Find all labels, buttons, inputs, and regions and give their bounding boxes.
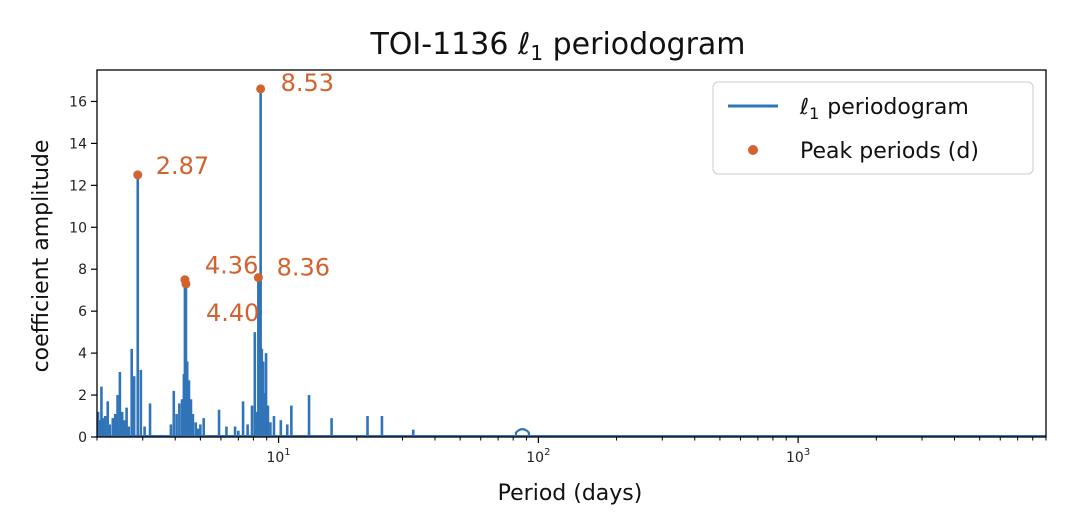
y-tick-label: 6 [78,304,87,320]
legend-box [712,81,1034,175]
peak-label: 8.53 [281,69,334,97]
legend-line-sub: 1 [809,104,819,123]
x-tick-label: 101 [266,447,290,466]
title-prefix: TOI-1136 [369,27,518,62]
peak-marker [181,279,191,289]
peak-marker [253,273,263,283]
peak-layer: 2.87 4.36 4.40 8.53 8.36 [133,67,335,327]
peak-label: 8.36 [277,254,330,282]
peak-label: 4.36 [205,252,258,280]
legend-line-symbol: ℓ [799,95,809,120]
legend: ℓ1 periodogram Peak periods (d) [712,81,1034,175]
peak-marker [256,84,266,94]
peak-label: 2.87 [156,152,209,180]
y-tick-label: 10 [69,220,87,236]
y-axis-label: coefficient amplitude [29,140,54,373]
series-layer [96,88,1046,437]
x-axis-label: Period (days) [498,481,643,506]
peak-label-background [272,252,331,279]
legend-peak-marker [748,145,758,155]
legend-peak-label: Peak periods (d) [800,139,979,164]
peak-label-background [276,67,335,94]
y-tick-label: 0 [78,430,87,446]
y-tick-label: 8 [78,262,87,278]
title-suffix: periodogram [543,27,745,62]
y-tick-label: 14 [69,136,87,152]
x-tick-label: 102 [526,447,550,466]
legend-line-text: periodogram [827,95,968,120]
chart-title: TOI-1136 ℓ1 periodogram [369,27,745,65]
x-tick-label: 103 [786,447,810,466]
axes-layer: 0 2 4 6 8 10 12 14 16 101 102 103 [69,69,1047,466]
y-tick-label: 16 [69,94,87,110]
title-symbol: ℓ [517,27,530,62]
y-tick-label: 2 [78,388,87,404]
peak-label: 4.40 [206,299,259,327]
title-sub: 1 [530,41,543,65]
legend-line-label: ℓ1 periodogram [799,95,969,123]
periodogram-bump [514,428,531,437]
y-tick-label: 4 [78,346,87,362]
y-tick-label: 12 [69,178,87,194]
plot-frame [96,69,1047,438]
peak-marker [133,170,143,180]
